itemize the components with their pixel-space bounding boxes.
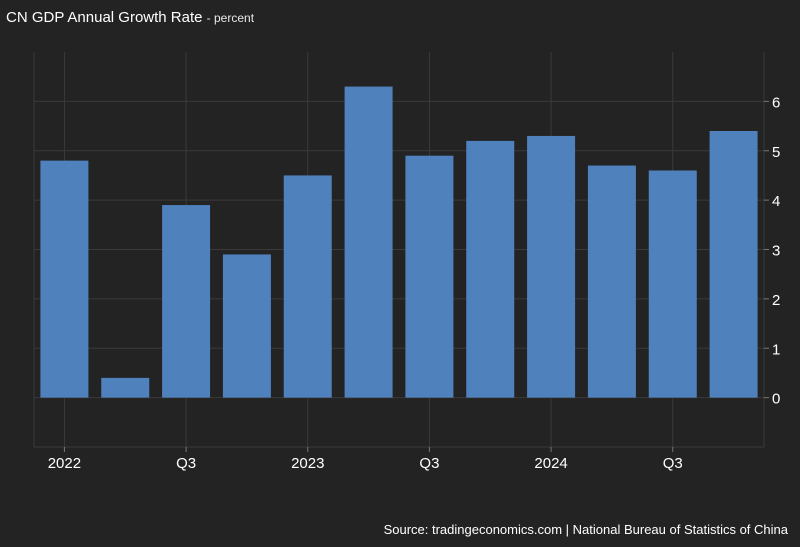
bar-12[interactable]	[709, 131, 758, 398]
chart-title-text: CN GDP Annual Growth Rate	[6, 9, 203, 26]
bar-8[interactable]	[466, 140, 515, 398]
bar-6[interactable]	[344, 86, 393, 398]
y-axis: 0 1 2 3 4 5 6	[764, 94, 780, 408]
bar-9[interactable]	[527, 135, 576, 398]
y-tick-label: 0	[772, 391, 780, 408]
x-tick-label: Q3	[176, 455, 196, 472]
bars	[40, 86, 758, 398]
bar-11[interactable]	[648, 170, 697, 398]
bar-7[interactable]	[405, 155, 454, 398]
x-tick-label: 2023	[291, 455, 324, 472]
chart-source: Source: tradingeconomics.com | National …	[383, 522, 788, 537]
y-tick-label: 5	[772, 144, 780, 161]
bar-10[interactable]	[587, 165, 636, 398]
y-tick-label: 6	[772, 94, 780, 111]
y-tick-label: 1	[772, 341, 780, 358]
x-axis: 2022 Q3 2023 Q3 2024 Q3	[48, 447, 683, 472]
y-tick-label: 2	[772, 292, 780, 309]
bar-2[interactable]	[101, 377, 150, 398]
x-tick-label: Q3	[419, 455, 439, 472]
y-tick-label: 3	[772, 243, 780, 260]
chart-unit-text: percent	[214, 11, 255, 25]
bar-4[interactable]	[222, 254, 271, 398]
bar-3[interactable]	[162, 205, 211, 398]
bar-5[interactable]	[283, 175, 332, 398]
x-tick-label: 2022	[48, 455, 81, 472]
y-tick-label: 4	[772, 193, 780, 210]
x-tick-label: 2024	[534, 455, 567, 472]
chart-unit: - percent	[206, 11, 255, 25]
chart-title: CN GDP Annual Growth Rate - percent	[6, 9, 254, 26]
bar-1[interactable]	[40, 160, 89, 398]
x-tick-label: Q3	[663, 455, 683, 472]
